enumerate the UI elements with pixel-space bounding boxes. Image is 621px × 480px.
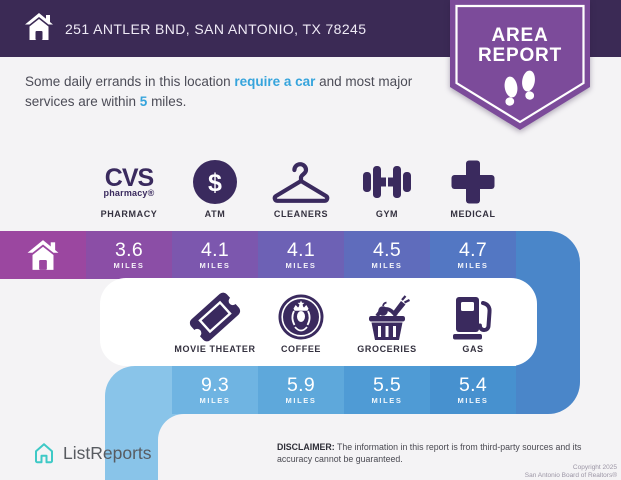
listreports-house-icon	[35, 443, 53, 464]
property-address: 251 ANTLER BND, SAN ANTONIO, TX 78245	[65, 20, 367, 37]
home-icon-bar	[27, 240, 59, 270]
listreports-logo: ListReports	[32, 441, 152, 465]
gas-pump-icon	[430, 293, 516, 341]
bar-fillet	[158, 414, 184, 440]
require-a-car-highlight: require a car	[234, 74, 316, 89]
atm-label: ATM	[204, 209, 226, 219]
distance-cell-medical: 4.7 MILES	[430, 231, 516, 279]
home-distance-origin	[0, 231, 86, 279]
coffee-label: COFFEE	[280, 344, 322, 354]
bar-left-curve	[105, 366, 172, 414]
cvs-pharmacy-logo: CVS pharmacy®	[103, 164, 155, 198]
medical-label: MEDICAL	[450, 209, 496, 219]
intro-text: Some daily errands in this location requ…	[25, 74, 413, 109]
gym-label: GYM	[375, 209, 399, 219]
cleaners-label: CLEANERS	[273, 209, 329, 219]
five-miles-highlight: 5	[139, 94, 148, 109]
distance-cell-pharmacy: 3.6 MILES	[86, 231, 172, 279]
distance-cell-coffee: 5.9 MILES	[258, 366, 344, 414]
listreports-wordmark: ListReports	[63, 442, 152, 463]
medical-cross-icon	[430, 158, 516, 206]
atm-dollar-icon: $	[172, 158, 258, 206]
distance-cell-movie-theater: 9.3 MILES	[172, 366, 258, 414]
movie-theater-label: MOVIE THEATER	[174, 344, 256, 354]
area-report-badge: AREA REPORT	[448, 0, 592, 143]
movie-ticket-icon	[172, 292, 258, 342]
dumbbell-icon	[344, 158, 430, 206]
distance-cell-gas: 5.4 MILES	[430, 366, 516, 414]
hanger-icon	[258, 158, 344, 206]
badge-line1: AREA	[491, 25, 548, 46]
starbucks-logo	[258, 293, 344, 341]
grocery-basket-icon	[344, 293, 430, 341]
distance-cell-cleaners: 4.1 MILES	[258, 231, 344, 279]
groceries-label: GROCERIES	[357, 344, 417, 354]
distance-cell-groceries: 5.5 MILES	[344, 366, 430, 414]
pharmacy-label: PHARMACY	[100, 209, 158, 219]
bar-vertical	[105, 414, 158, 480]
home-icon	[24, 12, 54, 46]
distance-cell-atm: 4.1 MILES	[172, 231, 258, 279]
disclaimer-text: DISCLAIMER: The information in this repo…	[277, 442, 582, 464]
badge-line2: REPORT	[478, 45, 562, 66]
copyright-text: Copyright 2025 San Antonio Board of Real…	[524, 464, 617, 479]
distance-cell-gym: 4.5 MILES	[344, 231, 430, 279]
footprints-icon	[504, 70, 535, 106]
gas-label: GAS	[462, 344, 484, 354]
svg-text:$: $	[208, 169, 222, 197]
